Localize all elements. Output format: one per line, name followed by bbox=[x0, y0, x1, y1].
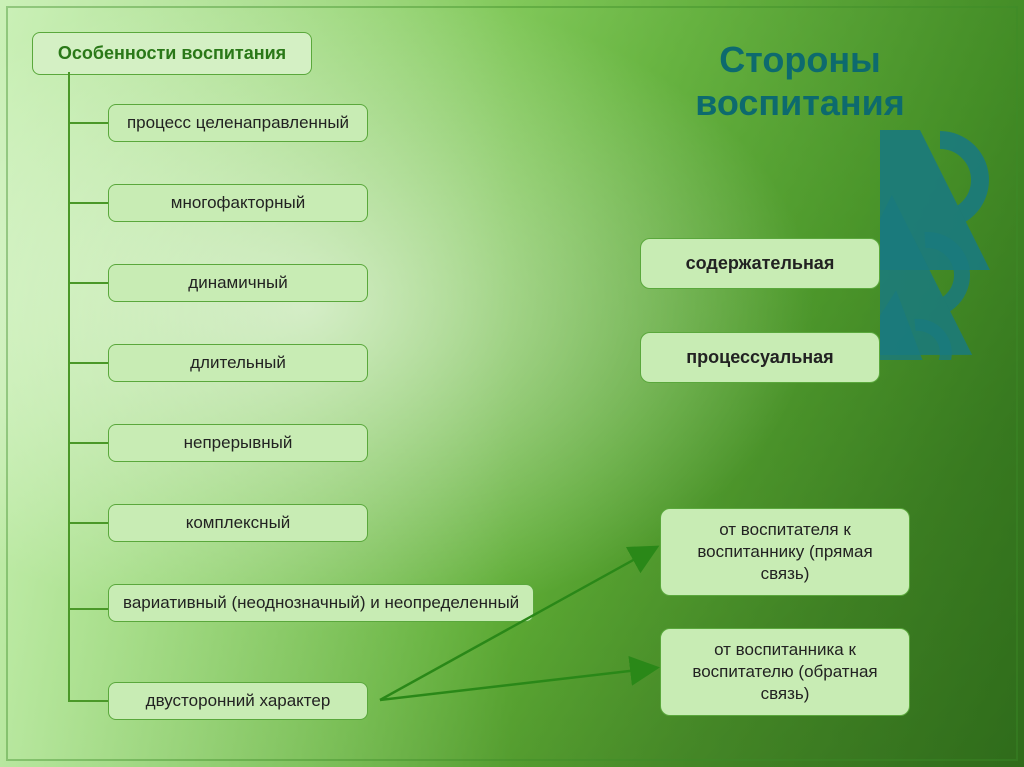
title-line-2: воспитания bbox=[695, 82, 905, 123]
sides-title: Стороны воспитания bbox=[620, 38, 980, 124]
swirl-arrows bbox=[880, 130, 1010, 360]
feature-7: двусторонний характер bbox=[108, 682, 368, 720]
title-line-1: Стороны bbox=[719, 39, 881, 80]
feature-1: многофакторный bbox=[108, 184, 368, 222]
tree-h-6 bbox=[68, 608, 108, 610]
feature-5: комплексный bbox=[108, 504, 368, 542]
tree-h-5 bbox=[68, 522, 108, 524]
tree-h-0 bbox=[68, 122, 108, 124]
feature-3: длительный bbox=[108, 344, 368, 382]
tree-h-7 bbox=[68, 700, 108, 702]
tree-h-1 bbox=[68, 202, 108, 204]
result-direct: от воспитателя к воспитаннику (прямая св… bbox=[660, 508, 910, 596]
main-container: Особенности воспитания процесс целенапра… bbox=[0, 0, 1024, 767]
tree-h-2 bbox=[68, 282, 108, 284]
feature-2: динамичный bbox=[108, 264, 368, 302]
tree-h-3 bbox=[68, 362, 108, 364]
side-content: содержательная bbox=[640, 238, 880, 289]
side-process: процессуальная bbox=[640, 332, 880, 383]
feature-6: вариативный (неоднозначный) и неопределе… bbox=[108, 584, 534, 622]
feature-4: непрерывный bbox=[108, 424, 368, 462]
features-header: Особенности воспитания bbox=[32, 32, 312, 75]
result-feedback: от воспитанника к воспитателю (обратная … bbox=[660, 628, 910, 716]
tree-h-4 bbox=[68, 442, 108, 444]
feature-0: процесс целенаправленный bbox=[108, 104, 368, 142]
